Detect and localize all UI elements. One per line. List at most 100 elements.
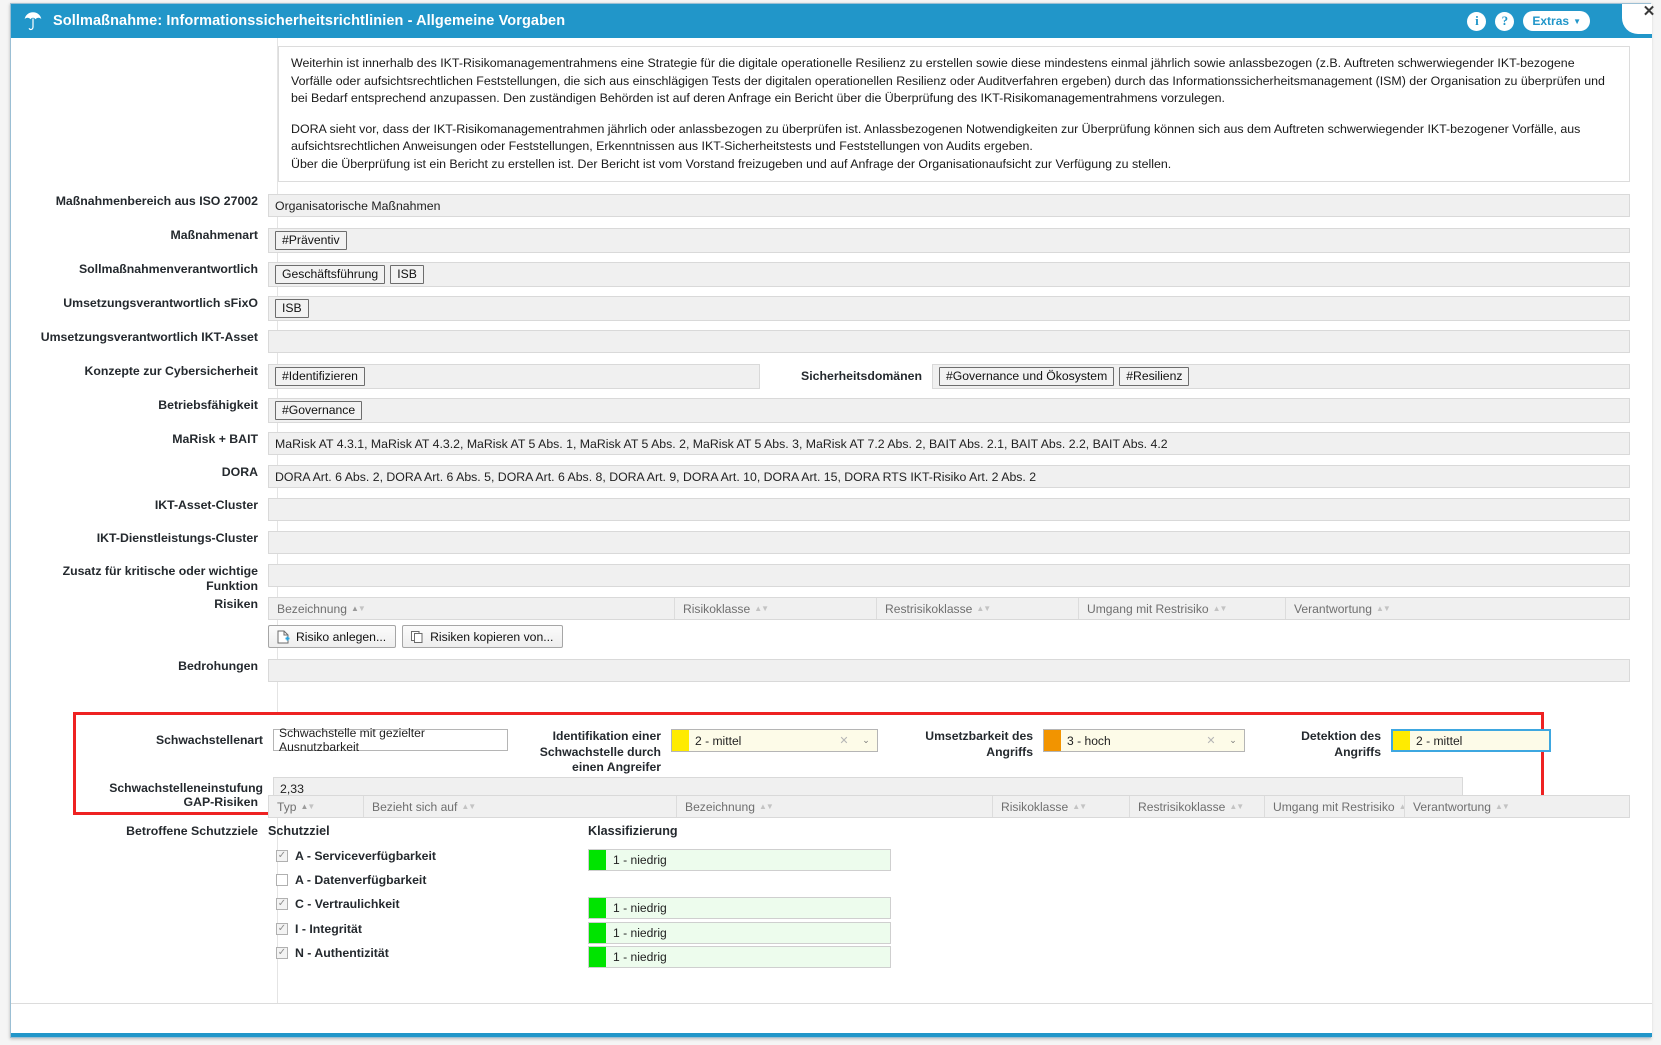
gap-col-umgang-restrisiko[interactable]: Umgang mit Restrisiko ▲▼ — [1265, 796, 1405, 817]
field-sicherheitsdomaenen[interactable]: #Governance und Ökosystem #Resilienz — [932, 364, 1630, 389]
gap-col-risikoklasse-label: Risikoklasse — [1001, 799, 1069, 814]
schutzziel-checkbox-row[interactable]: ✓ A - Serviceverfügbarkeit — [268, 849, 588, 863]
field-marisk-bait[interactable]: MaRisk AT 4.3.1, MaRisk AT 4.3.2, MaRisk… — [268, 432, 1630, 455]
schwachstelle-panel: Schwachstellenart Schwachstelle mit gezi… — [76, 715, 1551, 812]
label-detektion-angriffs: Detektion des Angriffs — [1301, 729, 1381, 759]
tag-isb[interactable]: ISB — [390, 265, 424, 284]
gap-col-restrisikoklasse[interactable]: Restrisikoklasse ▲▼ — [1130, 796, 1265, 817]
chevron-down-icon[interactable]: ⌄ — [862, 735, 870, 745]
field-sollmassnahmenverantwortlich[interactable]: Geschäftsführung ISB — [268, 262, 1630, 287]
row-umsetzungsverantwortlich-ikt-asset: Umsetzungsverantwortlich IKT-Asset — [11, 330, 1652, 353]
field-massnahmenart[interactable]: #Präventiv — [268, 228, 1630, 253]
klassifizierung-label: 1 - niedrig — [613, 901, 667, 915]
checkbox-checked-icon[interactable]: ✓ — [276, 947, 288, 959]
field-bedrohungen[interactable] — [268, 659, 1630, 682]
row-ikt-dienstleistungs-cluster: IKT-Dienstleistungs-Cluster — [11, 531, 1652, 554]
sort-arrows-icon: ▲▼ — [1398, 802, 1405, 811]
risiken-col-umgang-restrisiko[interactable]: Umgang mit Restrisiko ▲▼ — [1079, 598, 1286, 619]
tag-resilienz[interactable]: #Resilienz — [1119, 367, 1190, 386]
extras-button[interactable]: Extras ▼ — [1523, 11, 1590, 31]
label-marisk-bait: MaRisk + BAIT — [172, 432, 258, 446]
select-detektion-angriffs[interactable]: 2 - mittel — [1391, 729, 1551, 752]
select-umsetzbarkeit-angriffs[interactable]: 3 - hoch ✕ ⌄ — [1043, 729, 1245, 752]
field-ikt-dienstleistungs-cluster[interactable] — [268, 531, 1630, 554]
tag-governance[interactable]: #Governance — [275, 401, 363, 420]
value-dora: DORA Art. 6 Abs. 2, DORA Art. 6 Abs. 5, … — [275, 469, 1037, 484]
label-betroffene-schutzziele: Betroffene Schutzziele — [126, 824, 258, 838]
risiken-kopieren-button[interactable]: Risiken kopieren von... — [402, 625, 564, 648]
value-schwachstelleneinstufung: 2,33 — [280, 781, 304, 796]
description-paragraph-1: Weiterhin ist innerhalb des IKT-Risikoma… — [291, 56, 1605, 105]
gap-col-typ[interactable]: Typ ▲▼ — [269, 796, 364, 817]
row-sollmassnahmenverantwortlich: Sollmaßnahmenverantwortlich Geschäftsfüh… — [11, 262, 1652, 287]
klassifizierung-value-box[interactable]: 1 - niedrig — [588, 946, 891, 968]
schutzziel-checkbox-row[interactable]: ✓ C - Vertraulichkeit — [268, 897, 588, 911]
gap-col-bezeichnung-label: Bezeichnung — [685, 799, 755, 814]
klassifizierung-value-box[interactable]: 1 - niedrig — [588, 849, 891, 871]
field-massnahmenbereich[interactable]: Organisatorische Maßnahmen — [268, 194, 1630, 217]
risiken-col-verantwortung[interactable]: Verantwortung ▲▼ — [1286, 598, 1629, 619]
help-icon[interactable]: ? — [1495, 11, 1515, 31]
gap-col-risikoklasse[interactable]: Risikoklasse ▲▼ — [993, 796, 1130, 817]
tag-geschaeftsfuehrung[interactable]: Geschäftsführung — [275, 265, 386, 284]
field-umsetzungsverantwortlich-sfixo[interactable]: ISB — [268, 296, 1630, 321]
klassifizierung-swatch — [589, 947, 606, 967]
row-betriebsfaehigkeit: Betriebsfähigkeit #Governance — [11, 398, 1652, 423]
gap-col-bezieht-sich-auf[interactable]: Bezieht sich auf ▲▼ — [364, 796, 677, 817]
tag-isb-sfixo[interactable]: ISB — [275, 299, 309, 318]
risiken-col-restrisikoklasse[interactable]: Restrisikoklasse ▲▼ — [877, 598, 1079, 619]
checkbox-unchecked-icon[interactable] — [276, 874, 288, 886]
schutzziel-row: ✓ A - Serviceverfügbarkeit 1 - niedrig — [11, 849, 1652, 871]
tag-governance-oekosystem[interactable]: #Governance und Ökosystem — [939, 367, 1115, 386]
tag-identifizieren[interactable]: #Identifizieren — [275, 367, 365, 386]
field-betriebsfaehigkeit[interactable]: #Governance — [268, 398, 1630, 423]
gap-col-bezieht-sich-auf-label: Bezieht sich auf — [372, 799, 458, 814]
checkbox-checked-icon[interactable]: ✓ — [276, 898, 288, 910]
close-icon[interactable]: ✕ — [1642, 3, 1656, 20]
clear-icon[interactable]: ✕ — [1206, 735, 1216, 747]
label-schwachstelleneinstufung: Schwachstelleneinstufung — [109, 780, 263, 795]
info-icon[interactable]: i — [1467, 11, 1487, 31]
label-zusatz-kritische-funktion: Zusatz für kritische oder wichtige Funkt… — [62, 564, 258, 593]
field-konzepte-cybersicherheit[interactable]: #Identifizieren — [268, 364, 760, 389]
klassifizierung-label: 1 - niedrig — [613, 950, 667, 964]
row-risiken: Risiken Bezeichnung ▲▼ Risikoklasse ▲▼ R… — [11, 597, 1652, 620]
field-umsetzungsverantwortlich-ikt-asset[interactable] — [268, 330, 1630, 353]
value-marisk-bait: MaRisk AT 4.3.1, MaRisk AT 4.3.2, MaRisk… — [275, 436, 1168, 451]
select-identifikation-angreifer[interactable]: 2 - mittel ✕ ⌄ — [671, 729, 878, 752]
input-schwachstellenart[interactable]: Schwachstelle mit gezielter Ausnutzbarke… — [273, 726, 508, 754]
sort-arrows-icon: ▲▼ — [1495, 802, 1510, 811]
schutzziel-checkbox-row[interactable]: ✓ I - Integrität — [268, 922, 588, 936]
field-dora[interactable]: DORA Art. 6 Abs. 2, DORA Art. 6 Abs. 5, … — [268, 465, 1630, 488]
field-zusatz-kritische-funktion[interactable] — [268, 564, 1630, 587]
field-ikt-asset-cluster[interactable] — [268, 498, 1630, 521]
klassifizierung-value-box[interactable]: 1 - niedrig — [588, 922, 891, 944]
risiko-anlegen-button[interactable]: Risiko anlegen... — [268, 625, 397, 648]
risiken-col-risikoklasse[interactable]: Risikoklasse ▲▼ — [675, 598, 877, 619]
gap-col-bezeichnung[interactable]: Bezeichnung ▲▼ — [677, 796, 993, 817]
chevron-down-icon[interactable]: ⌄ — [1229, 735, 1237, 745]
label-column-background — [11, 38, 278, 1005]
description-paragraph-2: DORA sieht vor, dass der IKT-Risikomanag… — [291, 121, 1581, 171]
close-notch — [1622, 4, 1652, 34]
klassifizierung-value-box[interactable]: 1 - niedrig — [588, 897, 891, 919]
schutzziel-label: A - Serviceverfügbarkeit — [295, 849, 437, 863]
klassifizierung-label: 1 - niedrig — [613, 853, 667, 867]
tag-praeventiv[interactable]: #Präventiv — [275, 231, 347, 250]
checkbox-checked-icon[interactable]: ✓ — [276, 850, 288, 862]
gap-col-verantwortung-label: Verantwortung — [1413, 799, 1491, 814]
clear-icon[interactable]: ✕ — [839, 735, 849, 747]
schutzziel-checkbox-row[interactable]: A - Datenverfügbarkeit — [268, 873, 588, 887]
checkbox-checked-icon[interactable]: ✓ — [276, 923, 288, 935]
window-status-bar — [11, 1003, 1652, 1037]
sort-arrows-icon: ▲▼ — [350, 604, 366, 613]
row-massnahmenbereich: Maßnahmenbereich aus ISO 27002 Organisat… — [11, 194, 1652, 217]
copy-icon — [410, 630, 424, 644]
risiken-col-bezeichnung[interactable]: Bezeichnung ▲▼ — [269, 598, 675, 619]
description-box: Weiterhin ist innerhalb des IKT-Risikoma… — [278, 46, 1630, 182]
gap-col-verantwortung[interactable]: Verantwortung ▲▼ — [1405, 796, 1629, 817]
title-bar-actions: i ? Extras ▼ — [1467, 11, 1644, 31]
schutzziel-checkbox-row[interactable]: ✓ N - Authentizität — [268, 946, 588, 960]
label-bedrohungen: Bedrohungen — [178, 659, 258, 673]
